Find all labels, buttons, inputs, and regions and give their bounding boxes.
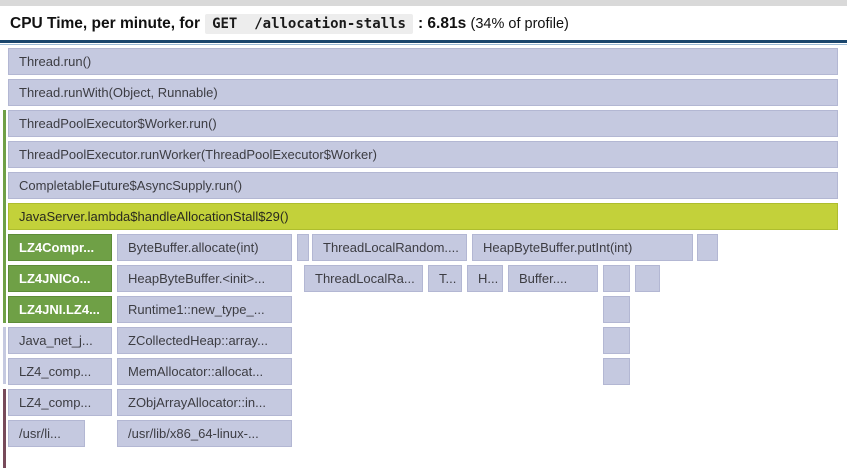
flame-cell[interactable]: ZCollectedHeap::array... bbox=[117, 327, 292, 354]
flame-cell-label: Java_net_j... bbox=[19, 333, 93, 348]
title-prefix: CPU Time, per minute, for bbox=[10, 15, 201, 32]
flame-cell-label: HeapByteBuffer.<init>... bbox=[128, 271, 266, 286]
left-edge-sliver bbox=[3, 389, 6, 468]
flame-cell-label: H... bbox=[478, 271, 499, 286]
flame-cell-label: ByteBuffer.allocate(int) bbox=[128, 240, 259, 255]
duration-value: 6.81s bbox=[427, 15, 467, 32]
flame-cell-label: Thread.run() bbox=[19, 54, 92, 69]
flame-cell[interactable]: ThreadPoolExecutor.runWorker(ThreadPoolE… bbox=[8, 141, 838, 168]
flame-cell-label: /usr/li... bbox=[19, 426, 61, 441]
flame-cell-label: Runtime1::new_type_... bbox=[128, 302, 265, 317]
title-divider-accent bbox=[0, 44, 847, 45]
flame-cell[interactable] bbox=[297, 234, 309, 261]
flame-cell[interactable]: LZ4JNICo... bbox=[8, 265, 112, 292]
flame-cell[interactable] bbox=[603, 327, 630, 354]
flame-cell[interactable] bbox=[603, 265, 630, 292]
flame-cell[interactable]: JavaServer.lambda$handleAllocationStall$… bbox=[8, 203, 838, 230]
flame-cell[interactable] bbox=[635, 265, 660, 292]
flame-cell[interactable]: /usr/lib/x86_64-linux-... bbox=[117, 420, 292, 447]
flame-cell[interactable] bbox=[697, 234, 718, 261]
flame-cell[interactable]: ZObjArrayAllocator::in... bbox=[117, 389, 292, 416]
endpoint-chip: GET /allocation-stalls bbox=[205, 14, 413, 34]
flame-cell[interactable]: ByteBuffer.allocate(int) bbox=[117, 234, 292, 261]
flame-cell-label: ZCollectedHeap::array... bbox=[128, 333, 268, 348]
flame-cell[interactable]: LZ4_comp... bbox=[8, 358, 112, 385]
flame-cell[interactable]: /usr/li... bbox=[8, 420, 85, 447]
flame-cell[interactable]: ThreadLocalRa... bbox=[304, 265, 423, 292]
left-edge-sliver bbox=[3, 327, 6, 384]
flame-cell-label: LZ4_comp... bbox=[19, 395, 92, 410]
flame-cell[interactable] bbox=[603, 358, 630, 385]
top-border bbox=[0, 0, 847, 6]
flame-cell[interactable] bbox=[603, 296, 630, 323]
flame-cell-label: Thread.runWith(Object, Runnable) bbox=[19, 85, 218, 100]
flame-cell[interactable]: LZ4JNI.LZ4... bbox=[8, 296, 112, 323]
flame-cell[interactable]: LZ4Compr... bbox=[8, 234, 112, 261]
flame-cell[interactable]: Buffer.... bbox=[508, 265, 598, 292]
flame-cell-label: ThreadPoolExecutor.runWorker(ThreadPoolE… bbox=[19, 147, 377, 162]
flame-cell[interactable]: Thread.runWith(Object, Runnable) bbox=[8, 79, 838, 106]
flame-cell-label: ThreadLocalRa... bbox=[315, 271, 415, 286]
profile-share: (34% of profile) bbox=[470, 16, 569, 32]
flame-cell-label: LZ4Compr... bbox=[19, 240, 95, 255]
flame-cell-label: ThreadLocalRandom.... bbox=[323, 240, 459, 255]
flame-cell[interactable]: HeapByteBuffer.<init>... bbox=[117, 265, 292, 292]
flame-cell[interactable]: HeapByteBuffer.putInt(int) bbox=[472, 234, 693, 261]
flame-cell-label: T... bbox=[439, 271, 457, 286]
flame-cell-label: JavaServer.lambda$handleAllocationStall$… bbox=[19, 209, 289, 224]
flame-cell[interactable]: MemAllocator::allocat... bbox=[117, 358, 292, 385]
flame-cell[interactable]: Thread.run() bbox=[8, 48, 838, 75]
flame-cell[interactable]: Java_net_j... bbox=[8, 327, 112, 354]
flame-cell[interactable]: ThreadPoolExecutor$Worker.run() bbox=[8, 110, 838, 137]
flame-cell-label: LZ4JNICo... bbox=[19, 271, 91, 286]
flame-cell-label: LZ4_comp... bbox=[19, 364, 92, 379]
flame-cell-label: /usr/lib/x86_64-linux-... bbox=[128, 426, 259, 441]
flame-cell[interactable]: H... bbox=[467, 265, 503, 292]
flame-cell[interactable]: Runtime1::new_type_... bbox=[117, 296, 292, 323]
flame-cell-label: ZObjArrayAllocator::in... bbox=[128, 395, 266, 410]
chart-title: CPU Time, per minute, for GET /allocatio… bbox=[10, 12, 840, 36]
flame-cell-label: MemAllocator::allocat... bbox=[128, 364, 264, 379]
flame-cell-label: HeapByteBuffer.putInt(int) bbox=[483, 240, 633, 255]
flame-cell[interactable]: ThreadLocalRandom.... bbox=[312, 234, 467, 261]
left-edge-sliver bbox=[3, 110, 6, 323]
flame-cell[interactable]: CompletableFuture$AsyncSupply.run() bbox=[8, 172, 838, 199]
title-separator: : bbox=[417, 15, 424, 32]
flame-cell[interactable]: LZ4_comp... bbox=[8, 389, 112, 416]
flame-cell-label: ThreadPoolExecutor$Worker.run() bbox=[19, 116, 217, 131]
title-divider bbox=[0, 40, 847, 43]
flame-cell[interactable]: T... bbox=[428, 265, 462, 292]
flame-cell-label: Buffer.... bbox=[519, 271, 568, 286]
flame-cell-label: CompletableFuture$AsyncSupply.run() bbox=[19, 178, 243, 193]
flame-cell-label: LZ4JNI.LZ4... bbox=[19, 302, 100, 317]
